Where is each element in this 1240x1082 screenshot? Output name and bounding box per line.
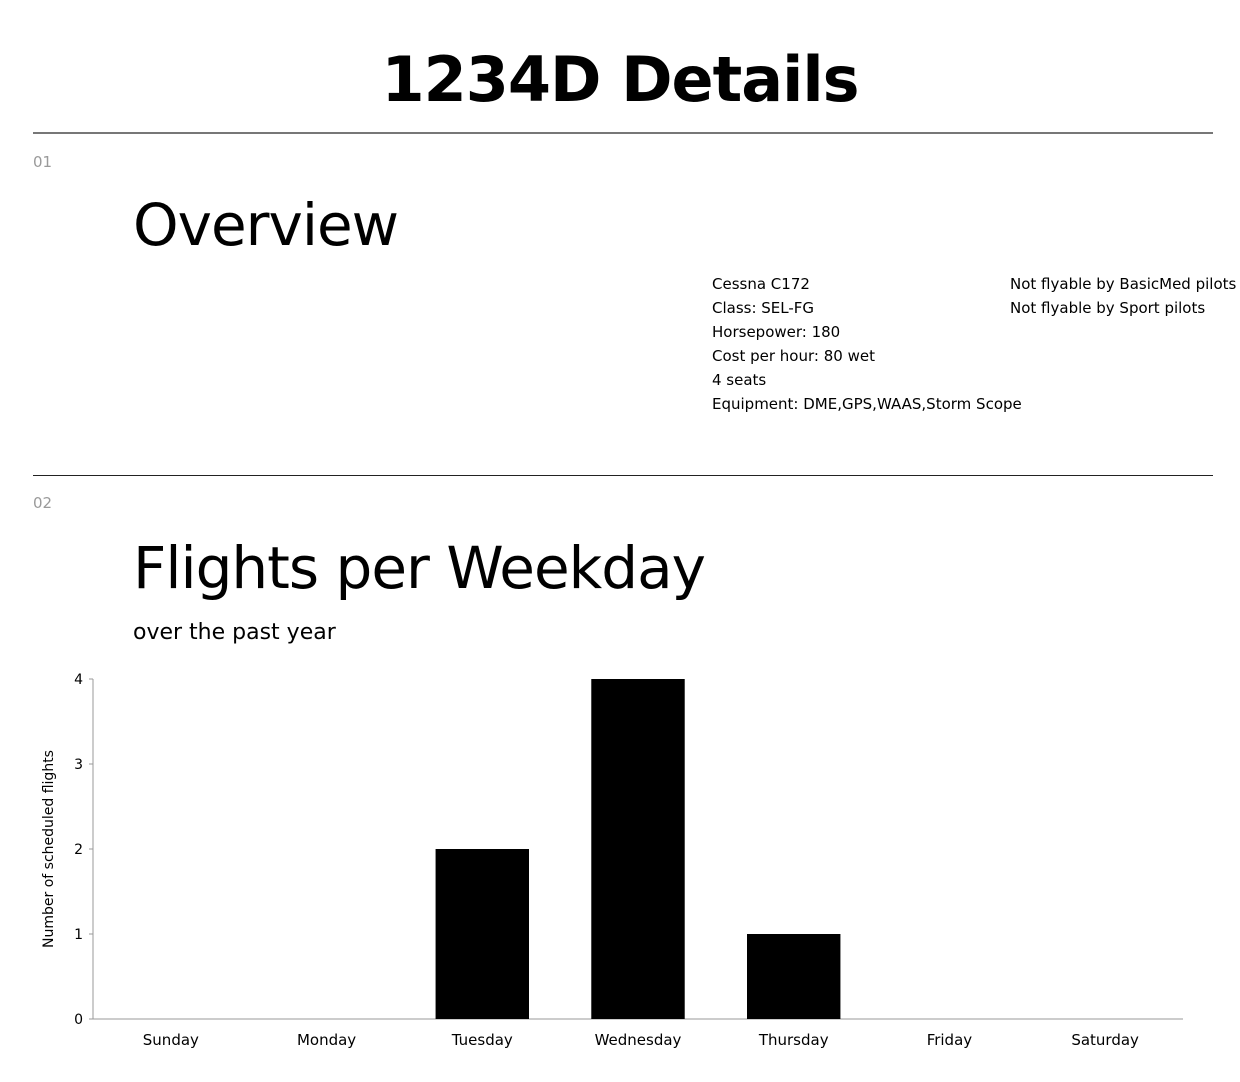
overview-title: Overview: [133, 191, 399, 259]
x-tick-label: Thursday: [758, 1031, 829, 1049]
restriction-sport: Not flyable by Sport pilots: [1010, 299, 1206, 317]
x-tick-label: Friday: [927, 1031, 973, 1049]
spec-horsepower: Horsepower: 180: [712, 323, 841, 341]
x-tick-label: Wednesday: [595, 1031, 682, 1049]
x-tick-label: Monday: [297, 1031, 356, 1049]
aircraft-specs-list: Cessna C172 Class: SEL-FG Horsepower: 18…: [712, 272, 1022, 416]
y-axis-label: Number of scheduled flights: [41, 750, 57, 948]
bar: [591, 679, 685, 1019]
bar: [435, 849, 529, 1019]
restriction-basicmed: Not flyable by BasicMed pilots: [1010, 275, 1237, 293]
pilot-restrictions-list: Not flyable by BasicMed pilots Not flyab…: [1010, 272, 1236, 320]
flights-subtitle: over the past year: [133, 620, 336, 645]
page-title: 1234D Details: [381, 43, 859, 116]
header-divider: [33, 132, 1213, 134]
flights-bar-chart: 0 1 2 3 4 Number of scheduled flights Sunday Mo…: [41, 672, 1183, 1049]
spec-model: Cessna C172: [712, 275, 810, 293]
spec-equipment: Equipment: DME,GPS,WAAS,Storm Scope: [712, 395, 1022, 413]
y-tick-label: 4: [74, 672, 83, 688]
x-tick-label: Saturday: [1071, 1031, 1139, 1049]
flights-title: Flights per Weekday: [133, 534, 706, 602]
spec-class: Class: SEL-FG: [712, 299, 815, 317]
bar: [747, 934, 841, 1019]
y-tick-label: 0: [74, 1012, 83, 1028]
y-tick-label: 1: [74, 927, 83, 943]
y-tick-label: 2: [74, 842, 83, 858]
spec-seats: 4 seats: [712, 371, 767, 389]
x-tick-label: Sunday: [143, 1031, 199, 1049]
section-divider: [33, 475, 1213, 476]
x-tick-label: Tuesday: [451, 1031, 513, 1049]
y-tick-label: 3: [74, 757, 83, 773]
spec-cost: Cost per hour: 80 wet: [712, 347, 875, 365]
section-number: 02: [33, 494, 53, 512]
section-number: 01: [33, 153, 53, 171]
